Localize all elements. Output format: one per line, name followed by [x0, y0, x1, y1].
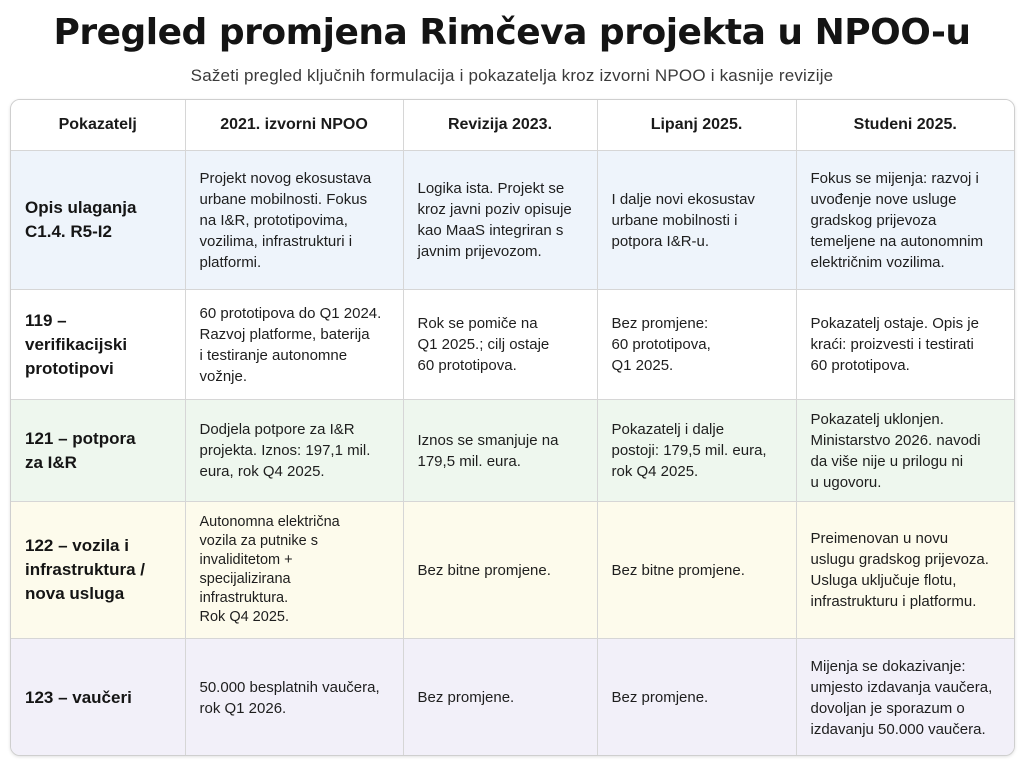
table-cell: Iznos se smanjuje na 179,5 mil. eura. [403, 399, 598, 502]
header-indicator: Pokazatelj [11, 100, 186, 151]
table-cell: Logika ista. Projekt se kroz javni poziv… [403, 150, 598, 290]
table-cell: Fokus se mijenja: razvoj i uvođenje nove… [796, 150, 1014, 290]
header-june-2025: Lipanj 2025. [597, 100, 797, 151]
header-original-2021: 2021. izvorni NPOO [185, 100, 404, 151]
table-cell: Bez bitne promjene. [597, 501, 797, 639]
header-revision-2023: Revizija 2023. [403, 100, 598, 151]
row-label: 122 – vozila i infrastruktura / nova usl… [11, 501, 186, 639]
table-cell: Projekt novog ekosustava urbane mobilnos… [185, 150, 404, 290]
table-cell: Rok se pomiče na Q1 2025.; cilj ostaje 6… [403, 289, 598, 400]
table-cell: 60 prototipova do Q1 2024. Razvoj platfo… [185, 289, 404, 400]
table-cell: Bez promjene. [597, 638, 797, 755]
table-cell: Pokazatelj uklonjen. Ministarstvo 2026. … [796, 399, 1014, 502]
table-cell: I dalje novi ekosustav urbane mobilnosti… [597, 150, 797, 290]
page-title: Pregled promjena Rimčeva projekta u NPOO… [53, 12, 971, 53]
row-label: Opis ulaganja C1.4. R5-I2 [11, 150, 186, 290]
table-cell: Bez promjene: 60 prototipova, Q1 2025. [597, 289, 797, 400]
table-row: Opis ulaganja C1.4. R5-I2 Projekt novog … [11, 150, 1014, 290]
table-cell: Pokazatelj i dalje postoji: 179,5 mil. e… [597, 399, 797, 502]
table-row: 123 – vaučeri 50.000 besplatnih vaučera,… [11, 638, 1014, 755]
table-row: 122 – vozila i infrastruktura / nova usl… [11, 501, 1014, 639]
page-subtitle: Sažeti pregled ključnih formulacija i po… [190, 66, 834, 85]
table-cell: Bez promjene. [403, 638, 598, 755]
row-label: 119 – verifikacijski prototipovi [11, 289, 186, 400]
comparison-table-container: Pokazatelj 2021. izvorni NPOO Revizija 2… [10, 99, 1015, 756]
table-cell: Dodjela potpore za I&R projekta. Iznos: … [185, 399, 404, 502]
table-cell: Bez bitne promjene. [403, 501, 598, 639]
row-label: 121 – potpora za I&R [11, 399, 186, 502]
table-cell: Mijenja se dokazivanje: umjesto izdavanj… [796, 638, 1014, 755]
comparison-table: Pokazatelj 2021. izvorni NPOO Revizija 2… [11, 100, 1014, 755]
header-november-2025: Studeni 2025. [796, 100, 1014, 151]
table-cell: Pokazatelj ostaje. Opis je kraći: proizv… [796, 289, 1014, 400]
table-cell: Preimenovan u novu uslugu gradskog prije… [796, 501, 1014, 639]
table-cell: 50.000 besplatnih vaučera, rok Q1 2026. [185, 638, 404, 755]
table-header-row: Pokazatelj 2021. izvorni NPOO Revizija 2… [11, 100, 1014, 151]
table-row: 119 – verifikacijski prototipovi 60 prot… [11, 289, 1014, 400]
row-label: 123 – vaučeri [11, 638, 186, 755]
table-cell: Autonomna električna vozila za putnike s… [185, 501, 404, 639]
table-row: 121 – potpora za I&R Dodjela potpore za … [11, 399, 1014, 502]
